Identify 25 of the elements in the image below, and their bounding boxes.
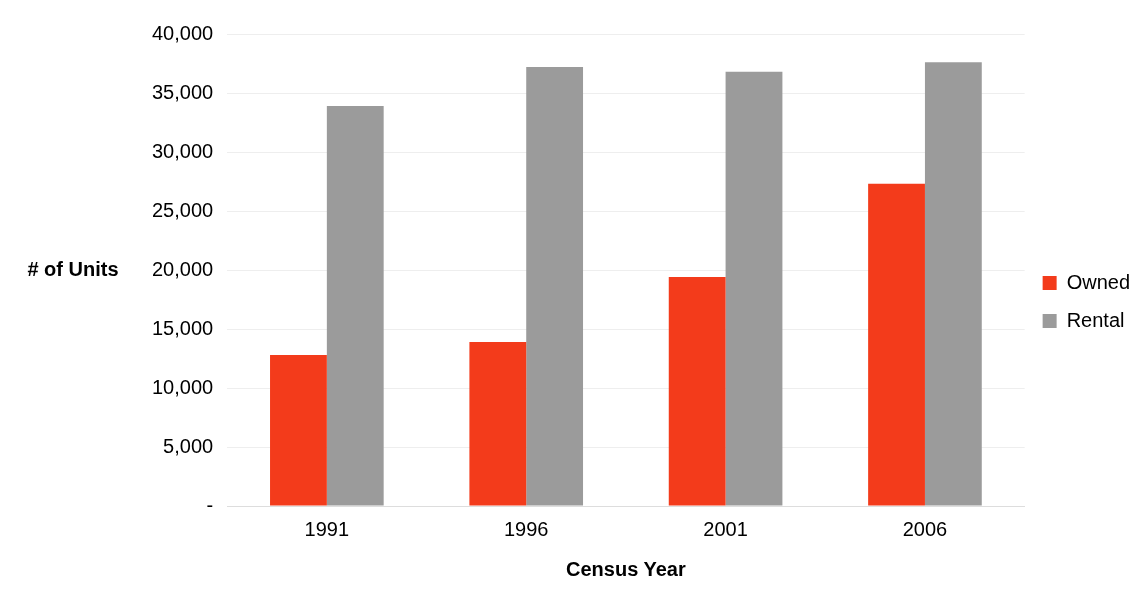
x-tick-label: 1991	[304, 517, 350, 540]
bar	[326, 105, 384, 506]
x-tick-label: 1996	[503, 517, 549, 540]
x-tick-label: 2006	[902, 517, 948, 540]
bar	[270, 354, 327, 506]
bar	[924, 62, 982, 506]
bar	[526, 67, 584, 506]
legend-label: Rental	[1066, 308, 1125, 331]
bar	[469, 341, 527, 506]
y-tick-label: 40,000	[152, 21, 214, 44]
y-tick-label: 5,000	[163, 434, 214, 457]
y-tick-label: 25,000	[152, 198, 214, 221]
y-tick-label: 15,000	[152, 316, 214, 339]
bar	[868, 183, 925, 506]
y-tick-label: 10,000	[152, 375, 214, 398]
y-axis-title: # of Units	[27, 257, 119, 280]
legend-label: Owned	[1066, 270, 1131, 293]
x-axis-title: Census Year	[566, 557, 686, 580]
bar	[725, 71, 783, 506]
x-tick-label: 2001	[703, 517, 748, 540]
y-tick-label: 30,000	[152, 139, 214, 162]
y-tick-label: 35,000	[152, 80, 214, 103]
bar	[668, 277, 726, 506]
y-tick-label: 20,000	[152, 257, 214, 280]
y-tick-label: -	[206, 493, 214, 516]
